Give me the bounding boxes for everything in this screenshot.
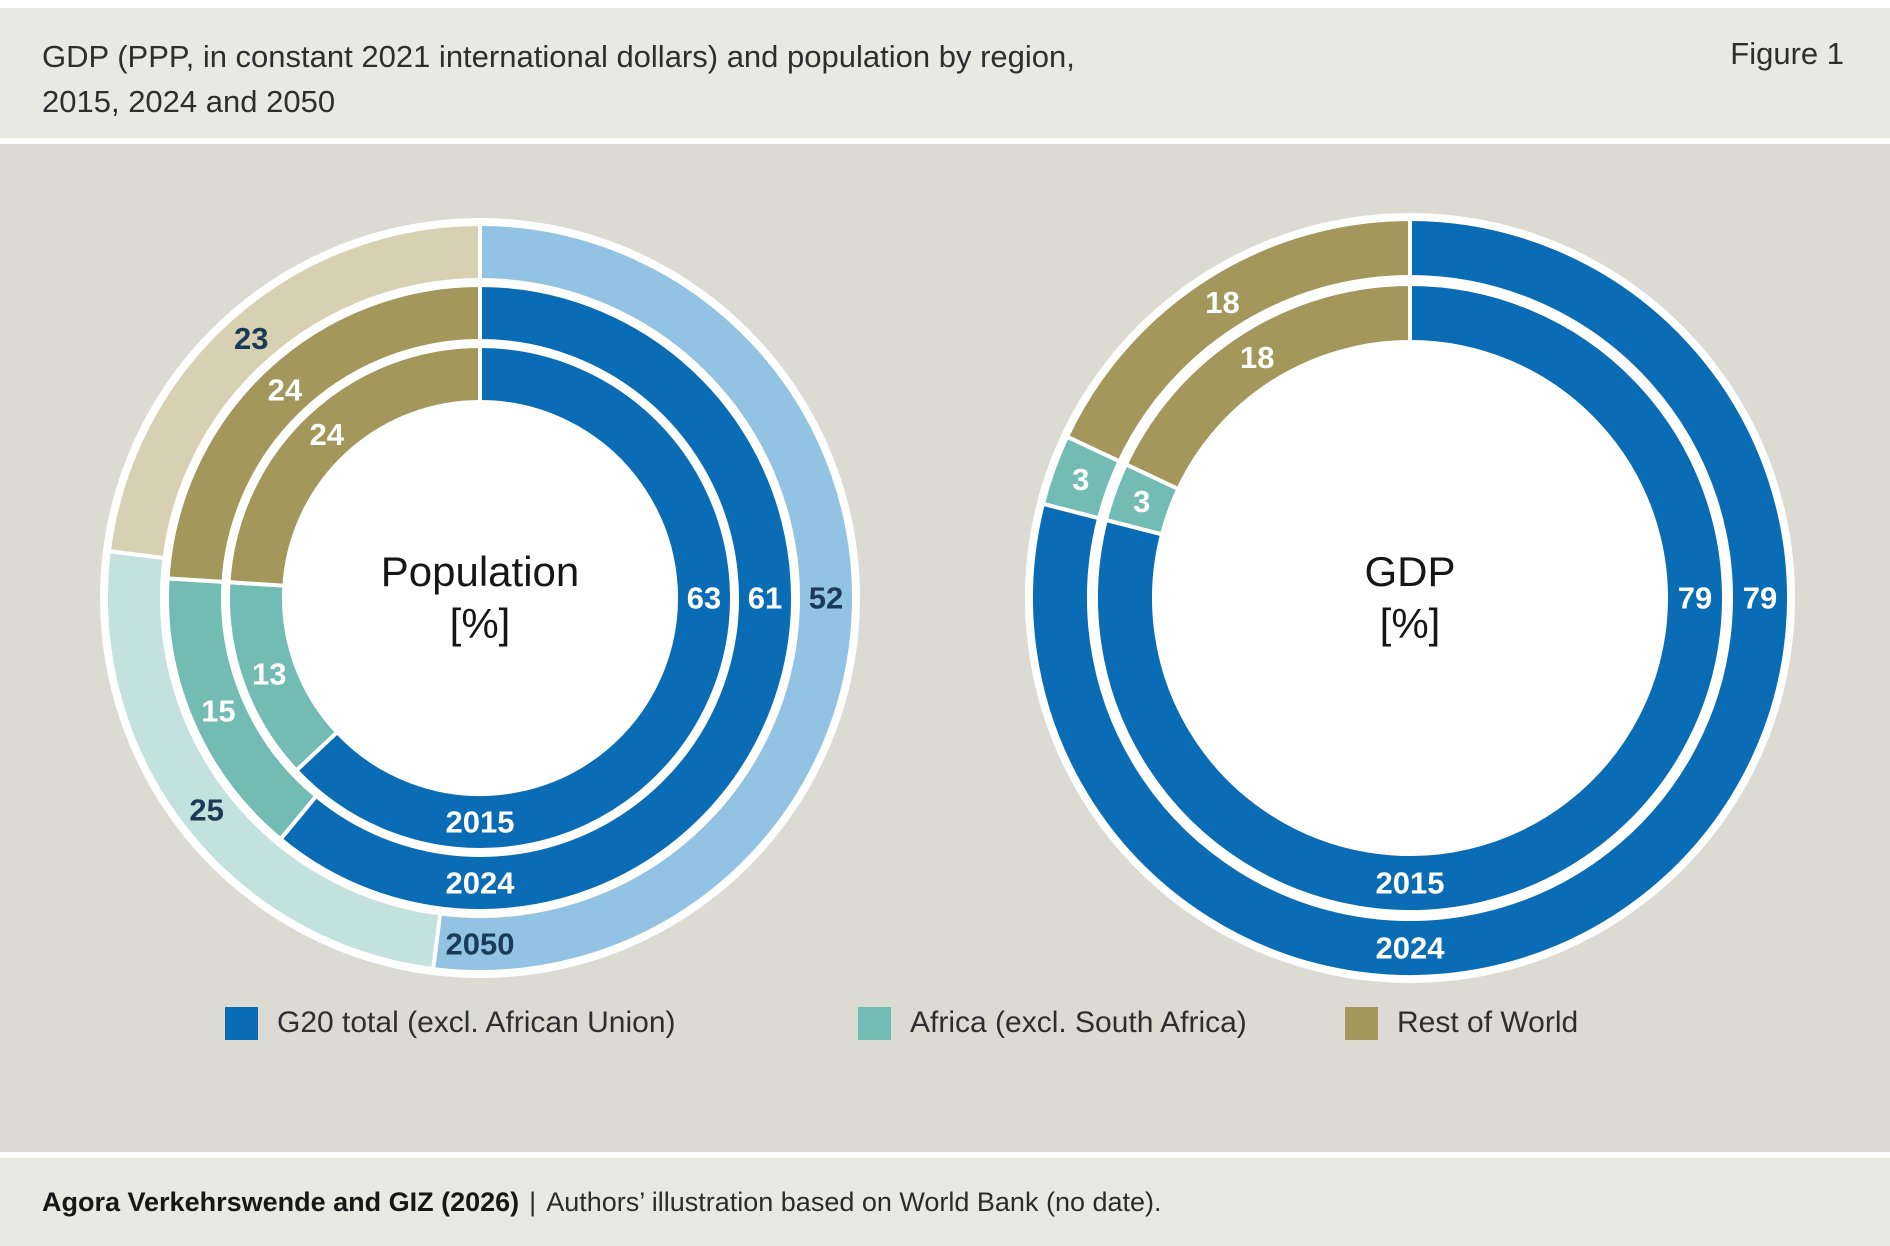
legend-swatch-rest-of-world: [1345, 1006, 1378, 1040]
segment-value-label: 3: [1133, 484, 1150, 519]
gdp-chart-title: GDP: [1364, 548, 1456, 595]
ring-year-label: 2050: [446, 927, 515, 962]
segment-population-2050-0: [430, 221, 856, 974]
segment-gdp-2015-0: [1094, 281, 1726, 914]
legend-item-rest-of-world: Rest of World: [1345, 1006, 1578, 1040]
ring-year-label: 2015: [1376, 866, 1445, 901]
legend-label-rest-of-world: Rest of World: [1397, 1006, 1579, 1039]
segment-value-label: 23: [234, 321, 268, 356]
legend-item-africa: Africa (excl. South Africa): [858, 1006, 1247, 1040]
source-line: Agora Verkehrswende and GIZ (2026) | Autho…: [42, 1187, 1162, 1218]
legend-label-africa: Africa (excl. South Africa): [910, 1006, 1247, 1039]
header-band: [0, 8, 1890, 138]
segment-value-label: 79: [1743, 581, 1777, 616]
segment-population-2024-2: [165, 282, 482, 584]
segment-population-2015-2: [226, 343, 482, 588]
population-chart-title: Population: [380, 548, 580, 595]
segment-value-label: 13: [252, 656, 286, 691]
segment-value-label: 24: [309, 417, 344, 452]
gdp-chart-center-label: GDP [%]: [1364, 546, 1455, 650]
legend-swatch-g20: [225, 1006, 258, 1040]
source-description: Authors’ illustration based on World Ban…: [546, 1186, 1162, 1217]
ring-year-label: 2024: [1376, 931, 1446, 966]
segment-value-label: 61: [748, 581, 782, 616]
population-chart-unit: [%]: [449, 600, 511, 647]
segment-value-label: 52: [809, 581, 843, 616]
segment-population-2024-0: [277, 282, 795, 913]
segment-gdp-2024-0: [1029, 216, 1791, 979]
segment-value-label: 18: [1205, 285, 1239, 320]
segment-value-label: 25: [189, 793, 223, 828]
segment-value-label: 24: [268, 373, 303, 408]
segment-value-label: 15: [201, 694, 235, 729]
gdp-chart-unit: [%]: [1379, 600, 1441, 647]
ring-year-label: 2024: [446, 866, 516, 901]
legend-label-g20: G20 total (excl. African Union): [277, 1006, 676, 1039]
figure-title-line1: GDP (PPP, in constant 2021 international…: [42, 39, 1075, 74]
figure-title-line2: 2015, 2024 and 2050: [42, 84, 336, 119]
ring-year-label: 2015: [446, 805, 515, 840]
segment-value-label: 18: [1240, 340, 1274, 375]
figure-number-label: Figure 1: [1730, 36, 1844, 71]
segment-gdp-2024-2: [1064, 216, 1412, 464]
source-authors: Agora Verkehrswende and GIZ (2026): [42, 1186, 520, 1217]
segment-gdp-2015-2: [1123, 281, 1412, 492]
segment-population-2050-2: [106, 221, 482, 561]
footer-band: Agora Verkehrswende and GIZ (2026) | Autho…: [0, 1158, 1890, 1246]
legend-swatch-africa: [858, 1006, 891, 1040]
legend-item-g20: G20 total (excl. African Union): [225, 1006, 676, 1040]
source-separator: |: [529, 1186, 537, 1217]
population-chart-center-label: Population [%]: [381, 546, 580, 650]
figure-title: GDP (PPP, in constant 2021 international…: [42, 34, 1075, 124]
segment-value-label: 63: [687, 581, 721, 616]
segment-value-label: 3: [1072, 462, 1089, 497]
segment-population-2015-0: [293, 343, 734, 852]
segment-value-label: 79: [1678, 581, 1712, 616]
